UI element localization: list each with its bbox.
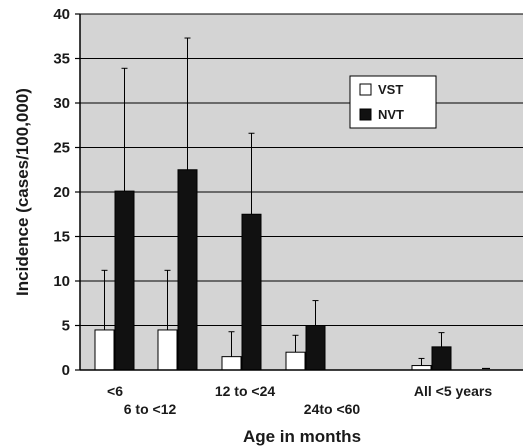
bar-vst-6	[94, 329, 115, 371]
y-tick-label: 10	[53, 273, 70, 290]
category-labels: <66 to <12 12 to <24 24to <60 All <5 years	[107, 383, 492, 417]
gridlines	[80, 13, 523, 326]
category-label: <6	[107, 383, 123, 399]
legend-label-vst: VST	[378, 82, 403, 97]
bar-nvt-6-to-12	[177, 169, 198, 371]
y-axis-title: Incidence (cases/100,000)	[13, 88, 32, 296]
bar-nvt-12-to-24	[241, 213, 262, 371]
y-tick-label: 20	[53, 184, 70, 201]
bar-vst-24to-60	[285, 351, 306, 371]
bar-vst-12-to-24	[221, 356, 242, 371]
legend-swatch-vst	[359, 83, 372, 96]
legend-swatch-nvt	[359, 108, 372, 121]
y-tick-label: 40	[53, 6, 70, 23]
bar-vst-6-to-12	[157, 329, 178, 371]
category-label: 6 to <12	[124, 401, 177, 417]
y-tick-label: 0	[62, 362, 70, 379]
category-label: 24to <60	[304, 401, 361, 417]
category-label: 12 to <24	[215, 383, 276, 399]
legend-label-nvt: NVT	[378, 107, 404, 122]
bar-nvt-24to-60	[305, 325, 326, 371]
bar-nvt-6	[114, 190, 135, 371]
y-tick-labels: 0 5 10 15 20 25 30 35 40	[53, 6, 80, 379]
y-tick-label: 25	[53, 140, 70, 157]
x-axis-title: Age in months	[243, 427, 361, 446]
y-tick-label: 35	[53, 51, 70, 68]
bar-nvt-all-5-years	[431, 346, 452, 371]
y-tick-label: 15	[53, 229, 70, 246]
category-label: All <5 years	[414, 383, 492, 399]
y-tick-label: 30	[53, 95, 70, 112]
legend: VST NVT	[349, 75, 437, 129]
y-tick-label: 5	[62, 318, 70, 335]
